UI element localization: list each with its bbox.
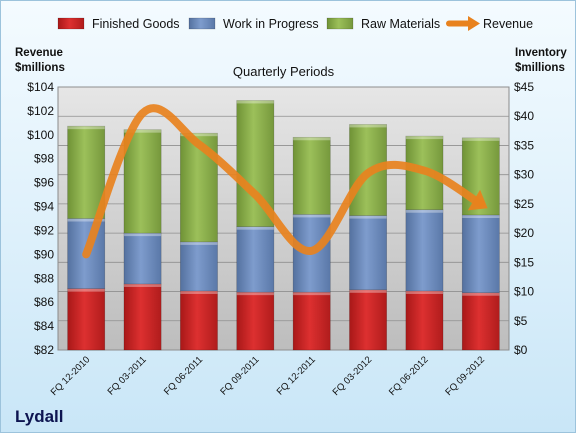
bar-finished-goods [123, 283, 162, 351]
legend-swatch-work-in-progress [188, 17, 216, 30]
left-axis-title-unit: $millions [15, 62, 65, 74]
category-label: FQ 03-2011 [106, 354, 149, 397]
bar-cap [236, 226, 274, 230]
bar-cap [349, 289, 387, 293]
bar-cap [462, 214, 500, 218]
bar-cap [293, 214, 331, 218]
right-axis-tick-label: $25 [514, 197, 534, 211]
left-axis-tick-label: $84 [34, 319, 54, 333]
left-axis-tick-label: $96 [34, 176, 54, 190]
category-label: FQ 03-2012 [331, 354, 375, 398]
left-axis-tick-label: $98 [34, 152, 54, 166]
legend-swatch-raw-materials [326, 17, 354, 30]
left-axis-tick-label: $104 [27, 80, 54, 94]
bar-work-in-progress [236, 226, 275, 293]
left-axis-tick-label: $82 [34, 343, 54, 357]
bar-cap [462, 137, 500, 141]
left-axis-tick-label: $102 [27, 104, 54, 118]
bar-work-in-progress [461, 214, 500, 294]
bar-work-in-progress [123, 232, 162, 285]
bar-raw-materials [292, 136, 331, 215]
right-axis-tick-label: $35 [514, 138, 534, 152]
left-axis-tick-label: $90 [34, 247, 54, 261]
bar-cap [236, 292, 274, 296]
bar-cap [293, 292, 331, 296]
bar-work-in-progress [349, 215, 387, 291]
left-axis-tick-label: $86 [34, 295, 54, 309]
bar-cap [349, 215, 387, 219]
left-axis-tick-label: $100 [27, 128, 54, 142]
legend-label: Raw Materials [361, 17, 440, 31]
bar-cap [236, 100, 274, 104]
category-label: FQ 09-2012 [443, 354, 487, 398]
bar-work-in-progress [405, 209, 444, 292]
category-label: FQ 06-2011 [162, 354, 205, 397]
category-label: FQ 06-2012 [387, 354, 431, 398]
bar-cap [67, 126, 105, 130]
right-axis-title: Inventory [515, 47, 567, 59]
bar-cap [123, 233, 162, 237]
left-axis-tick-label: $94 [34, 200, 54, 214]
revenue-line [82, 104, 485, 259]
chart-subtitle: Quarterly Periods [233, 64, 335, 79]
revenue-arrowhead [467, 189, 488, 211]
legend-label: Work in Progress [223, 17, 319, 31]
bar-cap [405, 136, 444, 140]
bar-cap [405, 209, 444, 213]
bar-raw-materials [123, 129, 162, 234]
bar-cap [67, 218, 105, 222]
bar-finished-goods [236, 291, 275, 351]
bar-raw-materials [67, 125, 106, 219]
category-label: FQ 12-2011 [275, 354, 318, 397]
right-axis-title-unit: $millions [515, 62, 565, 74]
left-axis-title: Revenue [15, 47, 63, 59]
bar-finished-goods [67, 288, 106, 351]
bar-cap [405, 290, 444, 294]
category-label: FQ 12-2010 [49, 354, 93, 398]
brand-name: Lydall [15, 407, 64, 426]
bar-finished-goods [349, 289, 387, 351]
bar-finished-goods [292, 291, 331, 351]
left-axis-tick-label: $88 [34, 271, 54, 285]
bar-raw-materials [180, 132, 218, 243]
bar-cap [180, 133, 218, 137]
bar-finished-goods [405, 290, 444, 351]
right-axis-tick-label: $10 [514, 285, 534, 299]
bar-cap [462, 292, 500, 296]
right-axis-tick-label: $40 [514, 109, 534, 123]
bar-cap [180, 290, 218, 294]
bar-finished-goods [461, 292, 500, 351]
legend-arrow-icon [468, 16, 480, 31]
bar-cap [180, 241, 218, 245]
right-axis-tick-label: $30 [514, 168, 534, 182]
legend-label: Revenue [483, 17, 533, 31]
bar-cap [67, 288, 105, 292]
bar-finished-goods [180, 290, 218, 351]
legend-swatch-finished-goods [57, 17, 85, 30]
right-axis-tick-label: $45 [514, 80, 534, 94]
bar-work-in-progress [180, 241, 218, 292]
right-axis-tick-label: $5 [514, 314, 528, 328]
bar-cap [123, 283, 162, 287]
left-axis-tick-label: $92 [34, 223, 54, 237]
right-axis-tick-label: $15 [514, 255, 534, 269]
bar-cap [123, 129, 162, 133]
bar-cap [293, 137, 331, 141]
right-axis-tick-label: $0 [514, 343, 528, 357]
right-axis-tick-label: $20 [514, 226, 534, 240]
bar-cap [349, 124, 387, 128]
category-label: FQ 09-2011 [218, 354, 261, 397]
legend-label: Finished Goods [92, 17, 180, 31]
